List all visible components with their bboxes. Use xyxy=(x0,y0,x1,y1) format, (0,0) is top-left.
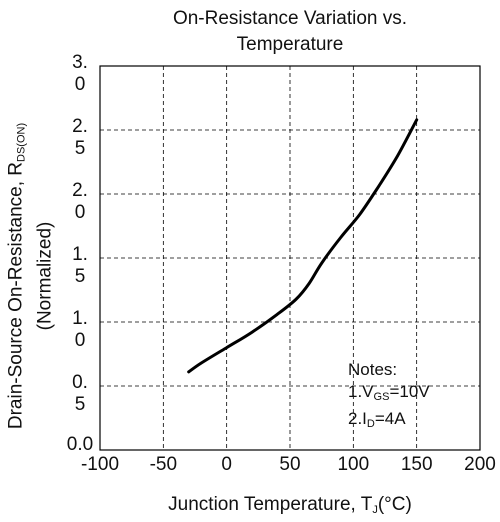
y-tick-label: 1. 0 xyxy=(72,308,88,351)
y-axis-label-text: Drain-Source On-Resistance, R xyxy=(5,161,27,430)
x-axis-label-unit: (°C) xyxy=(377,494,412,515)
x-tick-label: 200 xyxy=(464,454,496,475)
series-line xyxy=(187,118,419,374)
x-tick-label: 100 xyxy=(337,454,370,475)
x-tick-label: -50 xyxy=(149,454,178,475)
chart-title: On-Resistance Variation vs. xyxy=(172,8,408,29)
x-axis-label-text: Junction Temperature, T xyxy=(168,494,373,515)
chart-title-line2: Temperature xyxy=(236,34,344,55)
y-tick-label: 0.0 xyxy=(66,434,94,455)
y-tick-label: 1. 5 xyxy=(72,244,88,287)
x-axis-label: Junction Temperature, TJ(°C) xyxy=(100,493,480,522)
x-tick-label: 0 xyxy=(221,454,232,475)
plot-frame xyxy=(99,65,481,451)
y-axis-label-line2: (Normalized) xyxy=(34,221,56,331)
grid-lines xyxy=(100,66,480,450)
y-axis-label: Drain-Source On-Resistance, RDS(ON) (Nor… xyxy=(5,95,57,457)
y-tick-label: 2. 0 xyxy=(72,180,88,223)
y-axis-label-sub: DS(ON) xyxy=(15,122,28,162)
y-tick-label: 3. 0 xyxy=(72,52,88,95)
note-item-2: 2.ID=4A xyxy=(348,409,406,430)
x-tick-label: 50 xyxy=(279,454,301,475)
notes-heading: Notes: xyxy=(348,360,398,379)
x-tick-label: 150 xyxy=(400,454,433,475)
y-tick-label: 2. 5 xyxy=(72,116,88,159)
y-tick-label: 0. 5 xyxy=(72,372,88,415)
x-tick-label: -100 xyxy=(80,454,120,475)
note-item-1: 1.VGS=10V xyxy=(348,382,430,403)
notes-annotation: Notes: 1.VGS=10V 2.ID=4A xyxy=(348,359,430,435)
x-axis-label-sub: J xyxy=(372,504,378,516)
